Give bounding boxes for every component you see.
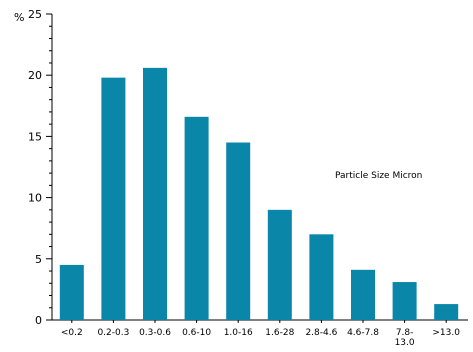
y-tick-label: 5 bbox=[35, 253, 42, 266]
bar bbox=[351, 269, 375, 320]
y-tick-label: 10 bbox=[28, 192, 42, 205]
plot-area: 0 5 10 15 20 25 <0.2 0.2-0.3 0.3-0.6 0.6-10 1.0-16… bbox=[28, 8, 468, 348]
x-tick-label: 4.6-7.8 bbox=[347, 328, 379, 338]
x-tick-label: 0.2-0.3 bbox=[97, 328, 129, 338]
y-tick-label: 0 bbox=[35, 314, 42, 327]
x-tick-label: >13.0 bbox=[432, 328, 460, 338]
bar bbox=[59, 264, 84, 320]
y-tick-label: 15 bbox=[28, 130, 42, 143]
x-tick-label: 2.8-4.6 bbox=[305, 328, 337, 338]
bar bbox=[392, 282, 417, 320]
y-axis-unit-label: % bbox=[14, 11, 24, 24]
bar bbox=[267, 209, 292, 320]
annotation-label: Particle Size Micron bbox=[335, 171, 422, 181]
x-tick-label: 1.0-16 bbox=[224, 328, 253, 338]
bar bbox=[101, 77, 126, 320]
bar bbox=[143, 67, 167, 320]
x-tick-label: 7.8- bbox=[396, 328, 414, 338]
y-tick-label: 25 bbox=[28, 8, 42, 21]
bar bbox=[434, 304, 459, 320]
x-tick-label: 13.0 bbox=[395, 338, 415, 348]
bar bbox=[226, 142, 251, 320]
y-tick-label: 20 bbox=[28, 69, 42, 82]
x-tick-label: <0.2 bbox=[61, 328, 83, 338]
bar bbox=[184, 116, 209, 320]
x-tick-label: 1.6-28 bbox=[265, 328, 294, 338]
bar bbox=[309, 234, 334, 320]
x-tick-label: 0.6-10 bbox=[182, 328, 211, 338]
x-tick-label: 0.3-0.6 bbox=[139, 328, 171, 338]
